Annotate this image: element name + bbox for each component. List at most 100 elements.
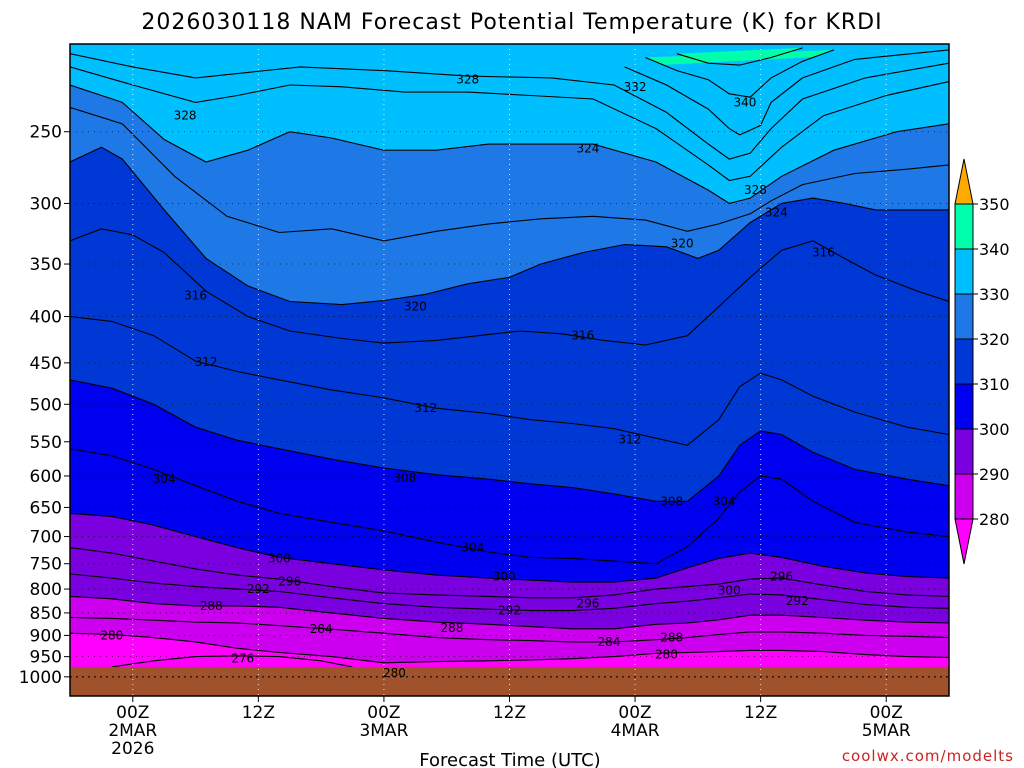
isentrope-308 [70,379,949,502]
contour-label: 276 [231,652,254,666]
contour-label: 316 [184,288,207,302]
contour-label: 312 [414,401,437,415]
x-tick-label: 4MAR [611,721,660,741]
contour-label: 296 [577,597,600,611]
contour-label: 296 [770,570,793,584]
chart-title: 2026030118 NAM Forecast Potential Temper… [141,10,882,35]
y-tick-label: 900 [30,626,62,646]
contour-label: 296 [278,575,301,589]
contour-label: 288 [440,621,463,635]
x-tick-label: 12Z [493,703,526,723]
theta-fill-276 [111,655,353,667]
contour-label: 324 [765,205,788,219]
axes: 2503003504004505005506006507007508008509… [19,43,950,759]
colorbar-segment [954,203,974,250]
contour-label: 280 [100,628,123,642]
colorbar-label: 320 [979,330,1010,349]
colorbar-label: 280 [979,510,1010,529]
colorbar-segment [954,383,974,430]
y-tick-label: 300 [30,194,62,214]
isentrope-280 [70,632,949,664]
x-tick-label: 00Z [870,703,903,723]
y-tick-label: 750 [30,555,62,575]
colorbar-label: 330 [979,285,1010,304]
y-tick-label: 550 [30,433,62,453]
x-axis-label: Forecast Time (UTC) [419,750,600,768]
colorbar-segment [954,293,974,340]
contour-label: 308 [660,494,683,508]
y-tick-label: 650 [30,498,62,518]
contour-label: 328 [456,73,479,87]
colorbar-label: 300 [979,420,1010,439]
contour-label: 332 [624,80,647,94]
y-tick-label: 450 [30,354,62,374]
isentrope-316 [70,228,949,346]
credit-text: coolwx.com/modelts [842,747,1014,765]
isentrope-344 [645,49,835,98]
contour-label: 292 [498,604,521,618]
isentrope-320 [70,146,949,306]
contour-label: 304 [713,494,736,508]
y-tick-label: 850 [30,604,62,624]
isentrope-304 [70,448,949,565]
isentrope-288 [70,595,949,630]
contour-label: 284 [310,622,333,636]
y-tick-label: 1000 [19,668,62,688]
contour-label: 312 [618,433,641,447]
colorbar: 280 290 300 310 320 330 340 350 [954,158,1010,565]
colorbar-label: 290 [979,465,1010,484]
colorbar-segment [954,473,974,520]
contour-label: 320 [404,300,427,314]
y-tick-label: 700 [30,528,62,548]
ground-fill [70,666,949,696]
contour-label: 280 [383,666,406,680]
y-tick-label: 250 [30,123,62,143]
contour-label: 328 [744,183,767,197]
x-tick-label: 12Z [242,703,275,723]
theta-fill-340 [624,49,949,135]
y-tick-label: 950 [30,648,62,668]
colorbar-extend-low [954,518,974,565]
plot-area: 328 332 340 328 324 328 324 320 316 316 320 316 312 3… [70,44,949,696]
colorbar-label: 310 [979,375,1010,394]
contour-label: 340 [733,95,756,109]
isentrope-340 [624,49,949,136]
contour-label: 308 [393,471,416,485]
isentrope-312 [70,315,949,446]
x-tick-label: 5MAR [862,721,911,741]
contour-label: 320 [671,236,694,250]
contour-label: 304 [461,541,484,555]
contour-label: 300 [493,570,516,584]
colorbar-segment [954,248,974,295]
y-tick-label: 500 [30,395,62,415]
isentrope-284 [70,616,949,643]
contour-label: 288 [660,631,683,645]
colorbar-extend-high [954,158,974,205]
isentrope-300 [70,512,949,583]
y-tick-label: 400 [30,308,62,328]
isentrope-276 [111,655,353,668]
colorbar-segment [954,428,974,475]
x-tick-label: 00Z [116,703,149,723]
y-tick-label: 350 [30,255,62,275]
y-tick-label: 600 [30,467,62,487]
isentrope-292 [70,573,949,612]
x-tick-label: 2MAR [108,721,157,741]
contour-label: 284 [597,635,620,649]
contour-label: 300 [718,584,741,598]
contour-label: 292 [247,582,270,596]
contour-label: 288 [200,599,223,613]
contour-label: 316 [571,329,594,343]
x-tick-label: 12Z [744,703,777,723]
isentrope-332 [70,66,949,182]
colorbar-segment [954,338,974,385]
contour-label: 304 [153,472,176,486]
x-tick-label: 00Z [367,703,400,723]
contour-label: 312 [195,355,218,369]
contour-label: 328 [174,109,197,123]
contour-label: 280 [655,648,678,662]
y-tick-label: 800 [30,580,62,600]
colorbar-label: 350 [979,195,1010,214]
x-tick-label: 2026 [111,739,154,759]
